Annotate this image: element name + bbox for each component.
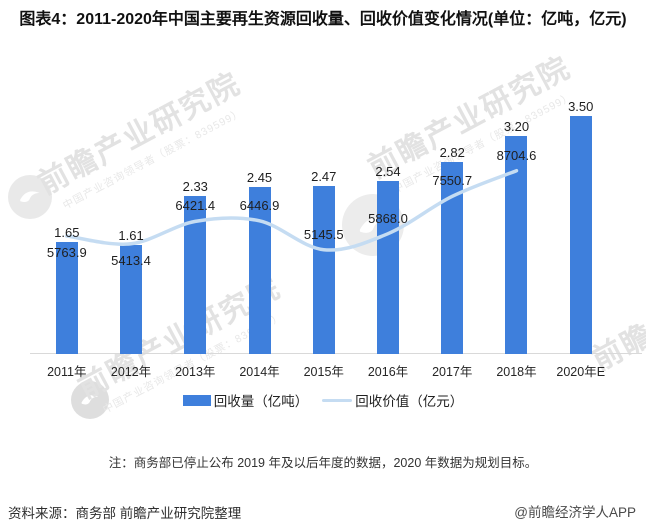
x-axis-label: 2020年E xyxy=(556,365,606,379)
x-axis-label: 2017年 xyxy=(432,365,473,379)
line-value-label: 5763.9 xyxy=(46,245,87,260)
watermark: 前瞻产业研究院 xyxy=(583,235,646,379)
brand-logo-circle xyxy=(8,175,52,219)
x-axis-label: 2018年 xyxy=(496,365,537,379)
data-source: 资料来源：商务部 前瞻产业研究院整理 xyxy=(8,506,242,521)
bar-value-label: 2.54 xyxy=(375,164,401,179)
bar-2012年 xyxy=(120,245,143,354)
watermark: 前瞻产业研究院 中国产业咨询领导者（股票：839599） xyxy=(29,59,255,218)
line-value-label: 7550.7 xyxy=(432,173,473,189)
legend-bar-swatch xyxy=(182,394,211,406)
x-axis-label: 2011年 xyxy=(47,365,87,379)
bar-2013年 xyxy=(184,196,207,354)
line-value-label: 6421.4 xyxy=(175,198,216,214)
x-axis-label: 2013年 xyxy=(175,365,216,379)
chart-note: 注：商务部已停止公布 2019 年及以后年度的数据，2020 年数据为规划目标。 xyxy=(108,456,538,470)
bar-2017年 xyxy=(441,162,464,354)
bar-2020年E xyxy=(569,116,592,354)
bar-value-label: 1.65 xyxy=(54,225,80,240)
x-axis-label: 2014年 xyxy=(239,365,280,379)
legend-line-swatch xyxy=(322,398,353,402)
line-value-label: 6446.9 xyxy=(239,197,280,213)
x-axis-label: 2012年 xyxy=(110,365,152,379)
legend-label-volume: 回收量（亿吨） xyxy=(213,394,309,409)
bar-value-label: 3.20 xyxy=(503,119,530,134)
x-axis-label: 2016年 xyxy=(367,365,409,379)
legend: 回收量（亿吨） 回收价值（亿元） xyxy=(0,390,646,410)
line-value-label: 5868.0 xyxy=(368,210,408,226)
bar-2018年 xyxy=(505,136,528,354)
legend-label-value: 回收价值（亿元） xyxy=(355,394,464,409)
bar-value-label: 2.45 xyxy=(246,170,273,185)
line-value-label: 8704.6 xyxy=(496,147,537,163)
bar-2015年 xyxy=(312,186,335,354)
chart-title: 图表4：2011-2020年中国主要再生资源回收量、回收价值变化情况(单位：亿吨… xyxy=(19,11,627,28)
legend-item-value: 回收价值（亿元） xyxy=(322,390,463,410)
bar-value-label: 1.61 xyxy=(118,228,144,243)
legend-item-volume: 回收量（亿吨） xyxy=(182,390,309,410)
watermark-brand: 前瞻产业研究院 xyxy=(587,242,646,378)
bar-value-label: 2.47 xyxy=(311,169,337,184)
bar-value-label: 2.82 xyxy=(439,145,465,160)
bar-value-label: 2.33 xyxy=(182,179,208,194)
line-value-label: 5145.5 xyxy=(303,226,344,242)
bar-value-label: 3.50 xyxy=(568,99,594,114)
bird-logo-icon xyxy=(20,191,40,203)
credit-byline: @前瞻经济学人APP xyxy=(514,505,636,520)
x-axis-label: 2015年 xyxy=(303,365,344,379)
bar-2016年 xyxy=(377,181,399,354)
line-value-label: 5413.4 xyxy=(111,252,151,268)
bar-2011年 xyxy=(55,242,78,354)
x-axis-line xyxy=(30,353,642,354)
